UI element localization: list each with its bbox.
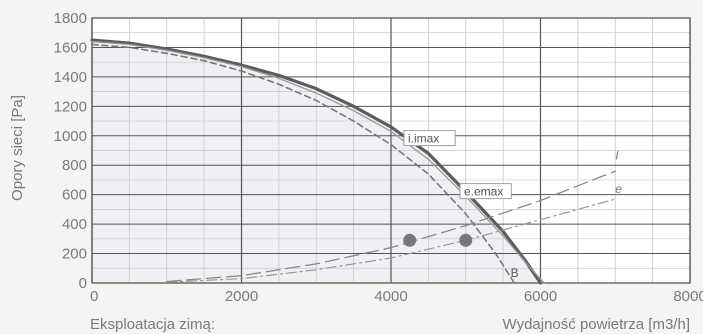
- series-line-e: [166, 198, 616, 283]
- operating-point: [403, 233, 417, 247]
- points-layer: [403, 233, 473, 247]
- y-tick-label: 800: [62, 157, 87, 174]
- annotation-label: e.emax: [464, 185, 503, 199]
- y-tick-label: 1600: [54, 39, 87, 56]
- annotations-layer: i.imax e.emax B Ie: [403, 130, 622, 280]
- y-tick-label: 600: [62, 187, 87, 204]
- x-tick-label: 2000: [225, 288, 258, 305]
- y-tick-labels: 0 200 400 600 800 1000 1200 1400 1600 1800: [54, 10, 87, 292]
- annotation-box: [403, 130, 456, 147]
- x-tick-label: 0: [90, 288, 98, 305]
- y-tick-label: 1800: [54, 10, 87, 27]
- x-tick-labels: 0 2000 4000 6000 8000: [90, 288, 703, 305]
- y-tick-label: 1000: [54, 128, 87, 145]
- series-layer: [90, 38, 616, 285]
- annotation-label: i.imax: [408, 132, 439, 146]
- y-axis-title: Opory sieci [Pa]: [9, 95, 26, 201]
- series-line-i-imax: [90, 38, 543, 285]
- annotation-label: I: [615, 148, 619, 162]
- y-tick-label: 1400: [54, 69, 87, 86]
- y-tick-label: 0: [79, 275, 87, 292]
- operating-point: [459, 233, 473, 247]
- series-line-e-emax: [91, 40, 545, 284]
- annotation-box: [459, 183, 512, 200]
- annotation-label: e: [615, 182, 622, 196]
- y-tick-label: 200: [62, 246, 87, 263]
- x-axis-title: Wydajność powietrza [m3/h]: [503, 316, 690, 333]
- series-line-b: [91, 43, 516, 284]
- x-tick-label: 4000: [374, 288, 407, 305]
- annotation-label: B: [511, 266, 519, 280]
- plot-border: [91, 17, 691, 284]
- x-tick-label: 8000: [673, 288, 703, 305]
- series-line-i: [166, 170, 616, 283]
- y-tick-label: 400: [62, 216, 87, 233]
- chart-caption: Eksploatacja zimą:: [90, 316, 215, 333]
- grid-major: [91, 17, 691, 284]
- y-tick-label: 1200: [54, 98, 87, 115]
- x-tick-label: 6000: [524, 288, 557, 305]
